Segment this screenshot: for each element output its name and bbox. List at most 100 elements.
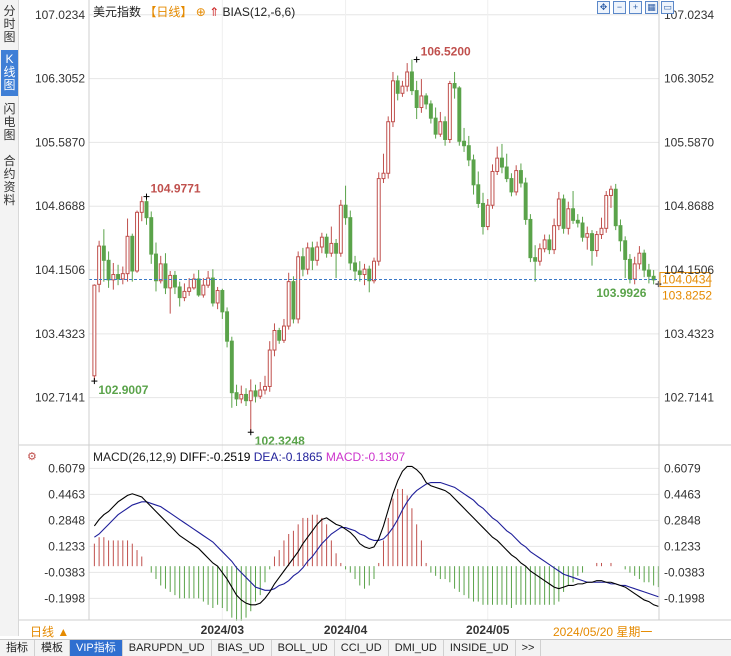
tab-bias-ud[interactable]: BIAS_UD [212,640,272,656]
candle-body [438,121,443,135]
candle-body [646,269,651,277]
candle-body [357,270,362,276]
zoom-in-icon[interactable]: + [629,1,642,14]
grid [89,0,659,620]
tab-more[interactable]: >> [516,640,542,656]
expand-icon[interactable]: ✥ [597,1,610,14]
side-tab-contract-info[interactable]: 合约资料 [3,154,16,207]
candle-body [244,393,249,402]
price-tick-right: 102.7141 [664,391,714,405]
candle-body [263,385,267,391]
candle-body [590,233,594,252]
tab-vip-indicator[interactable]: VIP指标 [70,640,123,656]
macd-tick-left: 0.2848 [48,513,85,527]
candle-body [210,277,215,304]
candle-body [372,260,376,282]
candle-body [542,239,547,250]
candle-body [111,274,116,281]
candle-body [253,390,258,397]
candle-body [618,225,623,242]
candle-body [234,392,239,400]
candle-body [424,95,429,105]
candle-body [390,80,395,123]
side-tab-bar: 分时图 K线图 闪电图 合约资料 [0,0,19,636]
tab-boll-ud[interactable]: BOLL_UD [272,640,335,656]
tab-indicator[interactable]: 指标 [0,640,35,656]
minimize-icon[interactable]: ▭ [661,1,674,14]
candle-body [537,248,542,262]
candle-body [547,239,552,251]
diff-value: DIFF:-0.2519 [179,450,251,464]
macd-tick-right: -0.1998 [664,591,705,605]
last-price-label: 104.0434 [662,273,712,287]
candle-body [315,246,320,261]
candle-body [566,208,571,229]
candle-body [305,247,310,270]
candle-body [514,170,519,193]
macd-tick-right: 0.1233 [664,539,701,553]
side-tab-kline[interactable]: K线图 [1,50,18,96]
candle-body [428,103,433,119]
tab-template[interactable]: 模板 [35,640,70,656]
candle-body [196,278,201,296]
tab-barupdn-ud[interactable]: BARUPDN_UD [123,640,212,656]
chart-canvas[interactable]: 104.0434 103.8252 104.9771 102.9007 106.5200… [19,0,731,639]
price-tick-left: 107.0234 [35,8,85,22]
candle-body [405,71,410,87]
candle-body [154,253,158,282]
candle-body [272,329,277,351]
price-tick-right: 104.1506 [664,263,714,277]
candle-body [334,242,339,254]
period-button[interactable]: 日线 ▲ [30,625,70,639]
period-label[interactable]: 【日线】 [144,5,193,19]
diff-line [93,465,659,607]
price-tick-left: 104.1506 [35,263,85,277]
candle-body [637,252,642,265]
zoom-out-icon[interactable]: − [613,1,626,14]
candle-body [277,329,282,341]
candle-body [258,389,263,397]
macd-settings-icon: ⚙ [27,451,37,463]
macd-tick-left: 0.4463 [48,487,85,501]
candle-body [239,393,244,400]
price-tick-left: 103.4323 [35,327,85,341]
indicator-arrow-icon[interactable]: ⇑ [209,5,220,19]
candle-body [201,284,206,296]
candle-body [229,340,234,394]
add-indicator-icon[interactable]: ⊕ [195,5,206,19]
tab-cci-ud[interactable]: CCI_UD [335,640,389,656]
candle-body [594,234,599,252]
axes: ⚙ 107.0234 107.0234 106.3052 106.3052 105.587… [19,0,731,637]
extreme-label: 102.9007 [98,383,148,397]
candle-body [495,157,500,172]
candle-body [613,188,618,227]
candle-body [481,202,485,228]
candle-body [296,256,301,320]
candle-body [443,121,448,140]
candle-body [585,233,590,238]
candle-body [651,275,656,281]
candle-body [509,178,514,193]
candle-body [609,188,613,196]
indicator-label[interactable]: BIAS(12,-6,6) [222,5,296,19]
candle-body [504,166,509,180]
candle-body [187,287,192,292]
x-tick-label: 2024/03 [201,623,245,637]
cursor-price-label: 103.8252 [662,289,712,303]
price-tick-right: 103.4323 [664,327,714,341]
candle-body [561,198,566,229]
candle-body [362,268,367,276]
settings-icon[interactable]: ▦ [645,1,658,14]
side-tab-flash[interactable]: 闪电图 [3,102,16,142]
candle-body [642,252,647,271]
tab-inside-ud[interactable]: INSIDE_UD [444,640,516,656]
candle-body [518,170,523,184]
candle-body [395,80,400,94]
macd-legend: MACD(26,12,9) DIFF:-0.2519 DEA:-0.1865 M… [93,450,405,464]
candle-body [168,274,173,289]
candle-body [471,159,476,186]
candle-body [120,273,125,280]
side-tab-timeshare[interactable]: 分时图 [3,4,16,44]
tab-dmi-ud[interactable]: DMI_UD [389,640,444,656]
candle-body [116,274,121,280]
